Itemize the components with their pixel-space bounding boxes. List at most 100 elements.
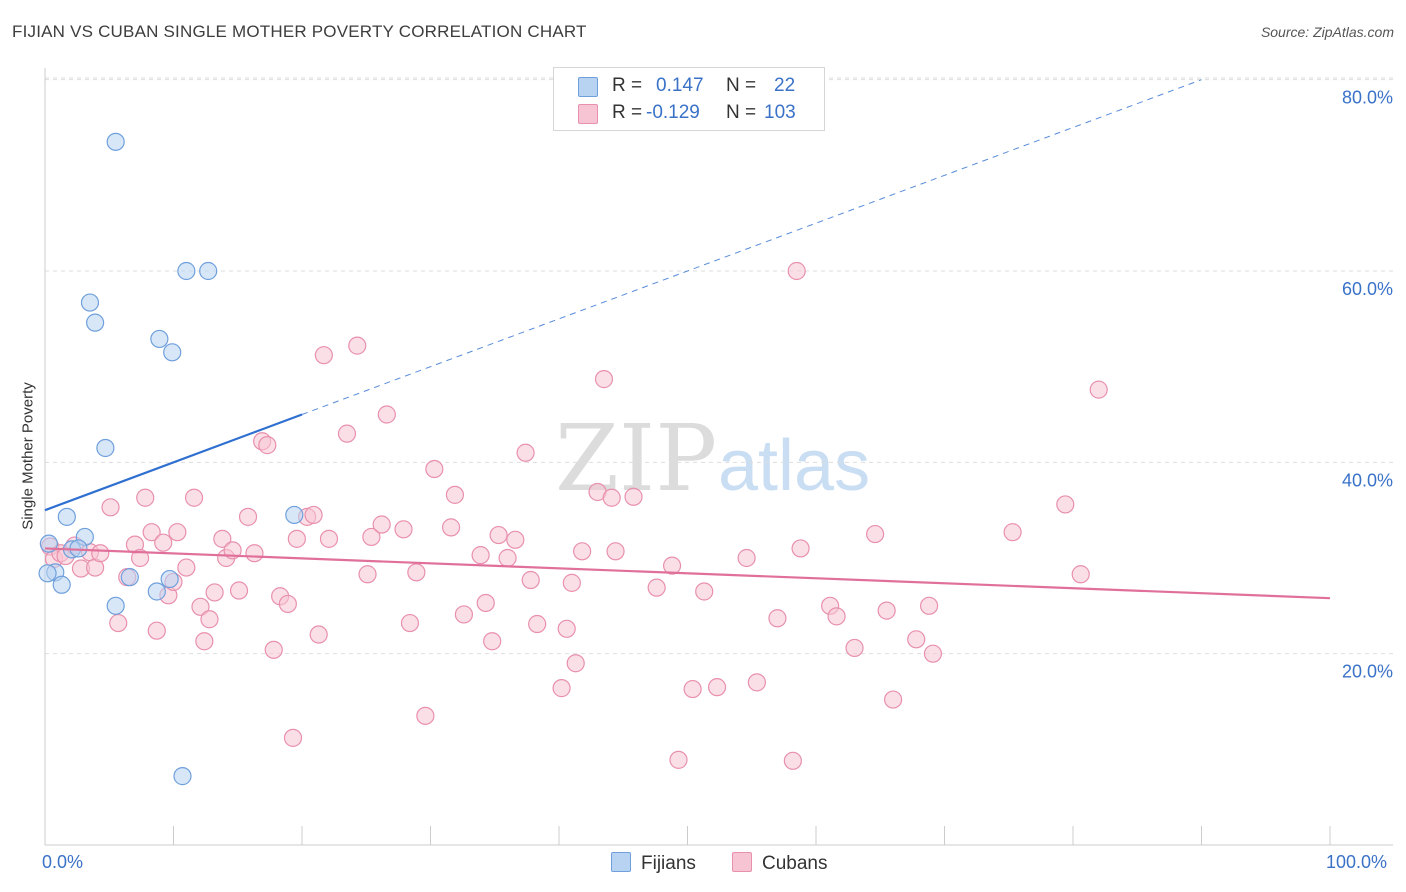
- trend-lines: [44, 79, 1331, 600]
- cuban-point: [707, 678, 727, 697]
- cuban-point: [562, 573, 581, 592]
- cuban-point: [521, 570, 540, 590]
- cuban-point: [319, 529, 339, 548]
- fijian-point: [52, 575, 71, 594]
- cuban-point: [362, 527, 381, 547]
- cuban-point: [400, 613, 420, 633]
- bottom-legend-fijians: Fijians: [611, 852, 696, 875]
- cuban-point: [142, 523, 161, 542]
- cuban-point: [309, 625, 328, 644]
- cuban-point: [287, 529, 306, 548]
- cuban-point: [489, 525, 508, 545]
- cuban-point: [737, 548, 756, 568]
- cuban-point: [476, 593, 495, 613]
- cuban-point: [528, 614, 547, 634]
- cuban-point: [278, 594, 297, 614]
- legend-cubans-n: 103: [764, 102, 796, 123]
- fijian-point: [106, 132, 125, 151]
- cubans-swatch-icon: [732, 852, 752, 872]
- cuban-point: [358, 565, 377, 584]
- cuban-point: [109, 613, 128, 633]
- cubans-swatch-icon: [578, 104, 598, 124]
- y-tick-label: 80.0%: [1342, 88, 1393, 108]
- cuban-point: [454, 605, 474, 624]
- fijian-point: [173, 767, 192, 786]
- cubans-trend-line: [44, 547, 1331, 600]
- fijian-point: [86, 313, 105, 332]
- cuban-point: [441, 518, 461, 537]
- cuban-point: [594, 370, 614, 389]
- x-tick-label-min: 0.0%: [42, 852, 84, 872]
- legend-fijians-n: 22: [774, 75, 796, 96]
- legend-r-label: R =: [612, 102, 643, 123]
- cuban-point: [377, 405, 396, 424]
- cuban-point: [245, 544, 264, 563]
- cuban-point: [264, 640, 283, 659]
- watermark-atlas: atlas: [718, 426, 870, 506]
- cuban-point: [1089, 380, 1108, 399]
- legend-cubans-r: -0.129: [646, 102, 700, 123]
- cuban-point: [200, 610, 219, 629]
- fijians-swatch-icon: [611, 852, 631, 872]
- cuban-point: [1003, 523, 1022, 542]
- fijian-point: [57, 507, 76, 526]
- cuban-point: [238, 507, 258, 526]
- cuban-point: [516, 443, 535, 462]
- fijian-point: [285, 505, 304, 525]
- cuban-point: [191, 597, 210, 616]
- fijian-point: [150, 329, 169, 349]
- legend-r-label: R =: [612, 75, 643, 96]
- cuban-point: [283, 728, 303, 747]
- cuban-point: [91, 544, 110, 563]
- legend-n-label: N =: [726, 75, 757, 96]
- cuban-point: [195, 632, 214, 651]
- fijians-swatch-icon: [578, 77, 598, 97]
- bottom-legend-fijians-label: Fijians: [641, 853, 696, 874]
- source-credit: Source: ZipAtlas.com: [1260, 24, 1394, 40]
- cuban-point: [372, 515, 391, 534]
- cuban-point: [314, 346, 333, 365]
- fijians-trend-line: [44, 413, 303, 512]
- cuban-point: [337, 424, 357, 443]
- cuban-point: [445, 485, 465, 504]
- fijian-point: [163, 343, 182, 362]
- fijian-point: [96, 438, 115, 458]
- cuban-point: [602, 488, 621, 507]
- fijian-point: [120, 568, 139, 587]
- cuban-point: [1056, 495, 1075, 514]
- cuban-point: [394, 520, 413, 539]
- cuban-point: [669, 750, 688, 769]
- fijian-point: [177, 261, 196, 281]
- y-axis-title: Single Mother Poverty: [19, 382, 37, 530]
- legend-fijians-r: 0.147: [656, 75, 704, 96]
- y-tick-label: 60.0%: [1342, 279, 1393, 299]
- fijian-point: [160, 569, 179, 589]
- cuban-point: [866, 524, 885, 544]
- y-tick-label: 40.0%: [1342, 470, 1393, 490]
- cuban-point: [154, 533, 173, 552]
- legend-n-label: N =: [726, 102, 757, 123]
- cuban-point: [606, 542, 625, 561]
- cuban-point: [471, 546, 490, 565]
- cuban-point: [304, 505, 323, 525]
- cuban-point: [205, 583, 224, 602]
- cuban-point: [845, 638, 864, 658]
- cuban-point: [552, 679, 571, 698]
- cuban-point: [573, 542, 592, 561]
- cuban-point: [348, 336, 367, 355]
- cuban-point: [416, 706, 435, 725]
- cuban-point: [136, 488, 155, 507]
- x-tick-label-max: 100.0%: [1326, 852, 1388, 872]
- cuban-point: [877, 601, 896, 620]
- cuban-point: [130, 548, 150, 568]
- cuban-point: [883, 690, 903, 709]
- cuban-point: [483, 632, 502, 651]
- cuban-point: [177, 558, 196, 577]
- cuban-point: [101, 498, 120, 517]
- cuban-point: [213, 529, 232, 548]
- gridlines: [45, 77, 1393, 655]
- cuban-point: [498, 548, 517, 568]
- y-tick-label: 20.0%: [1342, 662, 1393, 682]
- cuban-point: [258, 436, 277, 455]
- axes: 20.0% 40.0% 60.0% 80.0%: [44, 68, 1393, 846]
